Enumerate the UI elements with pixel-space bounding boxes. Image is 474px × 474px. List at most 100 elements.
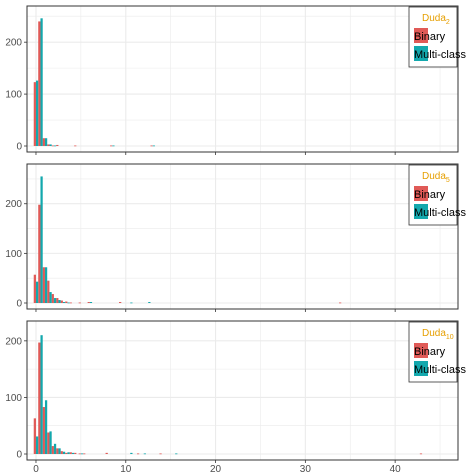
bar: [44, 267, 48, 303]
bar: [40, 176, 43, 303]
legend: Duda5 Binary Multi-class: [408, 164, 466, 226]
legend-label-binary: Binary: [414, 31, 446, 43]
bar: [53, 443, 57, 454]
panel-background: [27, 321, 458, 460]
series-multi-class: [35, 18, 155, 147]
bar: [35, 436, 39, 454]
bar: [49, 144, 52, 146]
legend-label-multi-class: Multi-class: [414, 207, 466, 219]
bar: [47, 144, 50, 146]
bar: [119, 302, 122, 303]
bar: [152, 145, 155, 147]
bar: [40, 18, 43, 146]
bar: [65, 452, 68, 454]
panel-background: [27, 6, 458, 152]
bar: [40, 335, 43, 454]
bar: [148, 302, 151, 303]
bar: [110, 145, 113, 147]
bar: [80, 453, 84, 455]
bar: [112, 145, 115, 147]
bar: [175, 453, 178, 455]
bar: [38, 204, 41, 303]
x-tick-label: 30: [300, 464, 312, 474]
bar: [42, 407, 45, 454]
series-multi-class: [35, 176, 151, 304]
legend-label-binary: Binary: [414, 346, 446, 358]
bar: [51, 446, 54, 454]
panel-1: 0 100 200 Duda2 Binary Multi-class: [5, 5, 466, 155]
bar: [33, 82, 36, 146]
panel-border: [26, 320, 459, 461]
legend-title: Duda10: [422, 328, 454, 341]
panel-3: 0 100 200 0 10 20 30 40 Duda10 Binary Multi-class: [5, 320, 466, 474]
bar: [78, 453, 81, 455]
bar: [78, 302, 81, 304]
y-tick-label: 0: [16, 450, 22, 461]
bar: [42, 138, 45, 146]
legend-label-multi-class: Multi-class: [414, 364, 466, 376]
legend-title: Duda2: [422, 13, 450, 26]
bar: [51, 294, 54, 303]
series-binary: [33, 342, 423, 455]
series-binary: [33, 204, 342, 304]
bar: [35, 281, 39, 303]
y-tick-label: 200: [5, 38, 22, 49]
panel-background: [27, 164, 458, 309]
y-tick-label: 200: [5, 199, 22, 210]
y-tick-label: 200: [5, 336, 22, 347]
bar: [74, 452, 77, 454]
panel-2: 0 100 200 Duda5 Binary Multi-class: [5, 163, 466, 312]
series-multi-class: [35, 335, 178, 455]
bar: [58, 300, 61, 303]
legend-swatch-multi-class: [414, 46, 428, 61]
bar: [60, 451, 63, 454]
y-tick-label: 100: [5, 249, 22, 260]
bar: [83, 453, 86, 455]
bar: [56, 448, 59, 454]
bar: [69, 452, 72, 454]
x-tick-label: 0: [33, 464, 39, 474]
series-binary: [33, 21, 153, 147]
legend-label-binary: Binary: [414, 189, 446, 201]
legend-swatch-binary: [414, 186, 428, 201]
bar: [56, 298, 59, 303]
bar: [71, 452, 75, 454]
bar: [33, 274, 36, 303]
y-tick-label: 100: [5, 393, 22, 404]
bar: [67, 452, 70, 454]
bar: [33, 418, 36, 454]
bar: [44, 400, 48, 454]
bar: [130, 302, 133, 304]
bar: [42, 267, 45, 303]
bar: [89, 302, 93, 303]
bar: [159, 453, 162, 455]
legend: Duda2 Binary Multi-class: [408, 6, 466, 68]
bar: [150, 145, 153, 147]
bar: [60, 300, 63, 303]
legend-label-multi-class: Multi-class: [414, 49, 466, 61]
bar: [53, 145, 57, 147]
legend-swatch-multi-class: [414, 204, 428, 219]
legend-swatch-multi-class: [414, 361, 428, 376]
panel-border: [26, 163, 459, 310]
bar: [339, 302, 342, 304]
bar: [49, 431, 52, 454]
legend-title: Duda5: [422, 171, 450, 184]
bar: [419, 453, 423, 455]
bar: [62, 302, 66, 303]
y-tick-label: 100: [5, 90, 22, 101]
bar: [56, 144, 59, 146]
bar: [67, 302, 70, 304]
panel-border: [26, 5, 459, 153]
bar: [35, 80, 39, 146]
bar: [53, 298, 57, 303]
y-tick-label: 0: [16, 142, 22, 153]
bar: [47, 280, 50, 303]
bar: [62, 451, 66, 454]
bar: [38, 21, 41, 147]
bar: [44, 138, 48, 146]
bar: [105, 452, 108, 454]
bar: [136, 453, 140, 455]
legend-swatch-binary: [414, 28, 428, 43]
